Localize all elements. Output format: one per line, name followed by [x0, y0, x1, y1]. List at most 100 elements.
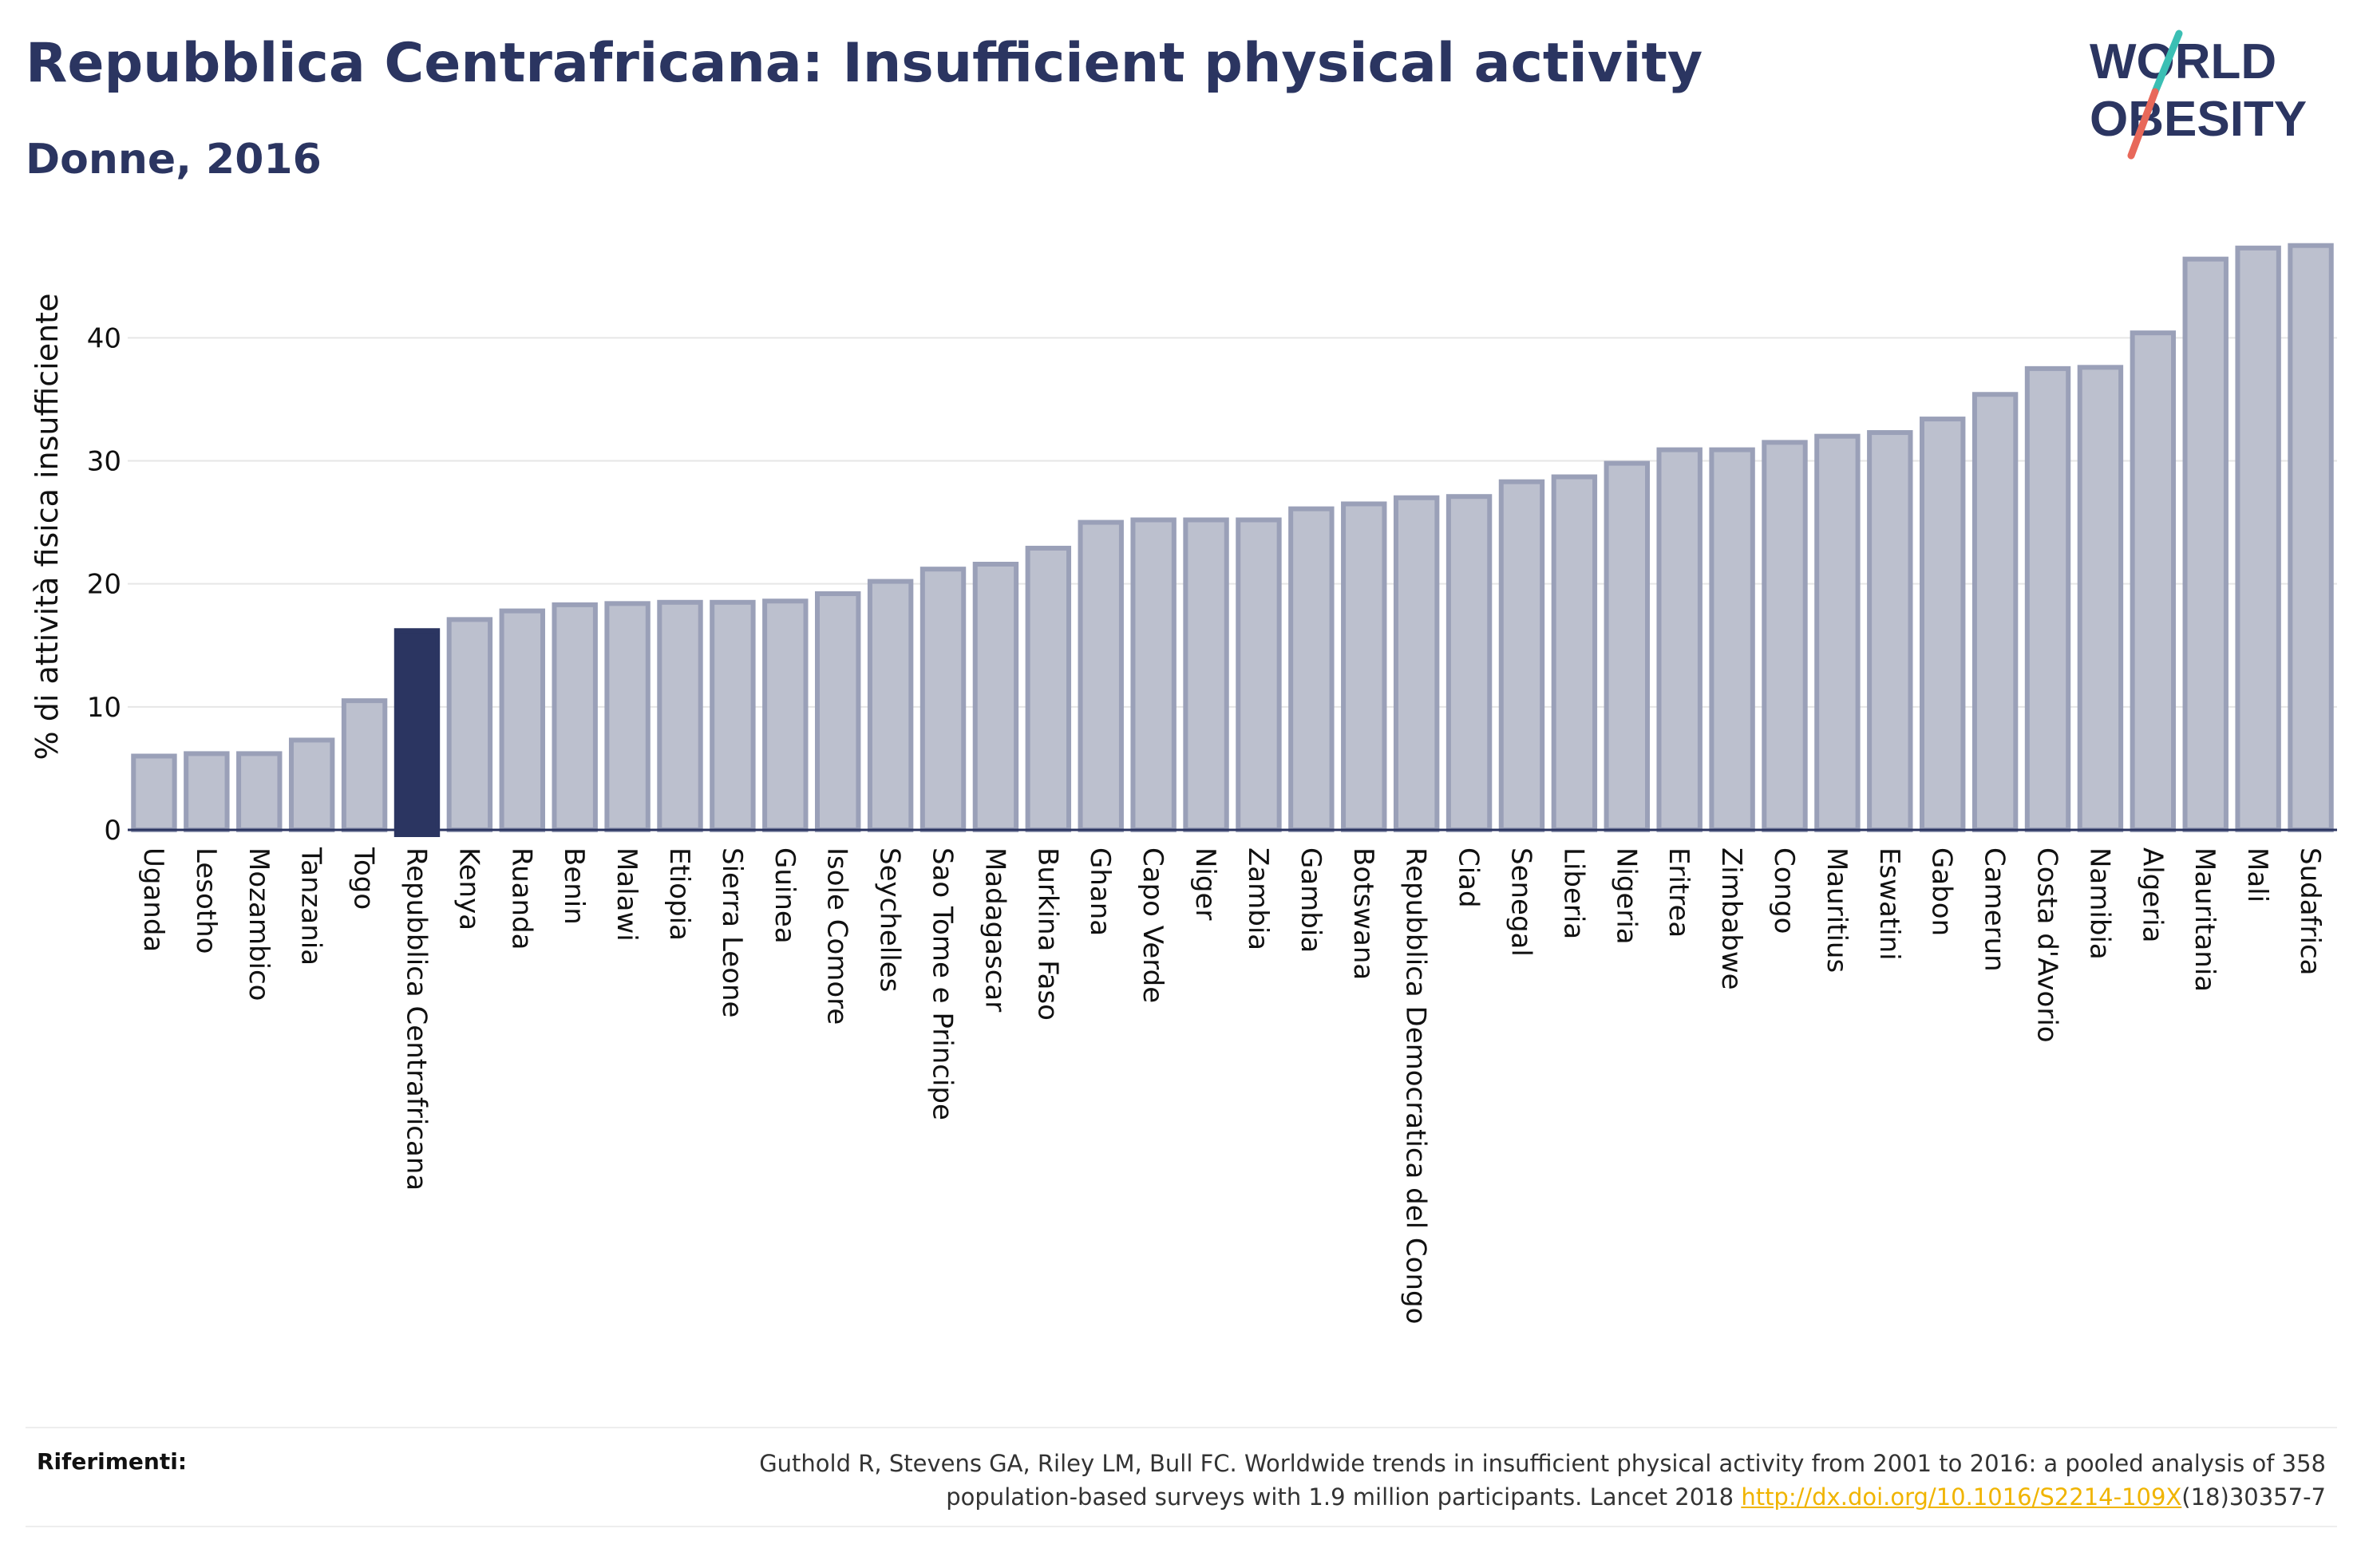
x-tick-label-37: Namibia	[2083, 847, 2115, 960]
references-doi-link[interactable]: http://dx.doi.org/10.1016/S2214-109X	[1741, 1483, 2182, 1511]
chart-title: Repubblica Centrafricana: Insufficient p…	[26, 32, 1703, 95]
x-tick-label-33: Eswatini	[1873, 847, 1905, 961]
bar-layer	[131, 243, 2334, 837]
bar-15	[919, 567, 967, 833]
bar-9	[604, 601, 651, 832]
bar-35	[1971, 392, 2019, 832]
bar-4	[341, 698, 388, 832]
logo-word-obesity: OBESITY	[2090, 92, 2307, 147]
references-line2: population-based surveys with 1.9 millio…	[490, 1480, 2326, 1514]
y-tick-label-10: 10	[87, 692, 121, 724]
bar-23	[1341, 501, 1387, 832]
y-tick-label-40: 40	[87, 322, 121, 354]
bar-5	[394, 628, 441, 837]
x-tick-label-24: Repubblica Democratica del Congo	[1400, 847, 1432, 1324]
x-tick-label-0: Uganda	[137, 847, 169, 952]
y-tick-label-20: 20	[87, 569, 121, 601]
x-tick-label-20: Niger	[1189, 847, 1221, 920]
x-tick-label-28: Nigeria	[1610, 847, 1642, 945]
x-tick-label-41: Sudafrica	[2294, 847, 2326, 975]
x-tick-label-32: Mauritius	[1821, 847, 1853, 973]
bar-31	[1762, 440, 1808, 832]
logo-slash-bottom	[2127, 88, 2159, 160]
x-tick-label-35: Camerun	[1979, 847, 2011, 972]
bar-6	[446, 617, 493, 832]
bar-38	[2130, 330, 2177, 832]
logo-word-world: WORLD	[2090, 34, 2276, 89]
x-tick-label-17: Burkina Faso	[1031, 847, 1063, 1021]
bar-33	[1867, 430, 1913, 833]
x-tick-label-13: Isole Comore	[821, 847, 853, 1025]
references-line1: Guthold R, Stevens GA, Riley LM, Bull FC…	[759, 1450, 2326, 1477]
x-tick-label-23: Botswana	[1347, 847, 1379, 980]
y-axis-title: % di attività fisica insufficiente	[30, 294, 65, 760]
logo-slash-top	[2151, 30, 2183, 96]
x-tick-label-1: Lesotho	[190, 847, 222, 954]
grid-layer	[128, 337, 2337, 708]
bar-24	[1393, 495, 1440, 832]
x-tick-label-31: Congo	[1768, 847, 1800, 934]
x-tick-label-6: Kenya	[453, 847, 484, 930]
bar-14	[867, 579, 914, 832]
x-tick-label-40: Mali	[2241, 847, 2273, 902]
bar-3	[288, 737, 335, 832]
footer-divider-bottom	[26, 1526, 2337, 1527]
bar-11	[710, 599, 756, 833]
x-tick-label-10: Etiopia	[663, 847, 695, 941]
bar-22	[1288, 506, 1335, 832]
bar-25	[1445, 494, 1493, 832]
x-tick-label-29: Eritrea	[1663, 847, 1695, 938]
bar-40	[2235, 245, 2281, 832]
x-tick-label-21: Zambia	[1242, 847, 1274, 950]
x-tick-label-19: Capo Verde	[1137, 847, 1169, 1003]
bar-12	[762, 598, 809, 832]
x-tick-label-3: Tanzania	[295, 847, 327, 966]
x-tick-label-30: Zimbabwe	[1715, 847, 1747, 990]
x-tick-label-14: Seychelles	[874, 847, 906, 992]
bar-16	[972, 562, 1019, 832]
references-line2-prefix: population-based surveys with 1.9 millio…	[946, 1483, 1742, 1511]
x-tick-label-5: Repubblica Centrafricana	[400, 847, 432, 1191]
x-tick-label-25: Ciad	[1453, 847, 1485, 908]
bar-27	[1551, 474, 1598, 833]
x-tick-label-4: Togo	[348, 847, 380, 910]
x-tick-label-12: Guinea	[769, 847, 801, 944]
bar-28	[1604, 460, 1650, 832]
x-tick-label-8: Benin	[558, 847, 590, 925]
x-tick-label-16: Madagascar	[979, 847, 1010, 1012]
bar-10	[657, 599, 703, 833]
x-tick-label-27: Liberia	[1557, 847, 1589, 939]
bar-20	[1183, 517, 1229, 832]
bar-1	[184, 751, 230, 833]
bar-36	[2024, 365, 2071, 832]
label-layer: 0 10 20 30 40 % di attività fisica insufficie…	[30, 294, 2326, 1325]
bar-18	[1078, 519, 1124, 832]
bar-17	[1025, 545, 1072, 832]
bar-21	[1236, 517, 1282, 832]
x-tick-label-39: Mauritania	[2189, 847, 2221, 992]
x-tick-label-11: Sierra Leone	[716, 847, 748, 1017]
bar-7	[499, 608, 545, 832]
bar-34	[1920, 417, 1966, 832]
x-tick-label-38: Algeria	[2136, 847, 2168, 942]
bar-30	[1709, 447, 1755, 832]
bar-32	[1814, 433, 1861, 833]
x-tick-label-15: Sao Tome e Principe	[927, 847, 959, 1120]
bar-37	[2077, 365, 2124, 833]
x-tick-label-22: Gambia	[1295, 847, 1327, 953]
footer-divider-top	[26, 1427, 2337, 1428]
x-tick-label-26: Senegal	[1505, 847, 1536, 957]
bar-2	[236, 751, 283, 833]
x-tick-label-7: Ruanda	[505, 847, 537, 950]
x-tick-label-9: Malawi	[611, 847, 643, 942]
bar-26	[1498, 479, 1545, 832]
references-line2-suffix: (18)30357-7	[2181, 1483, 2326, 1511]
bar-39	[2182, 256, 2229, 832]
x-tick-label-36: Costa d'Avorio	[2031, 847, 2063, 1043]
bar-8	[552, 602, 598, 832]
world-obesity-logo: WORLD OBESITY	[2090, 30, 2307, 160]
references-label: Riferimenti:	[37, 1448, 188, 1475]
bar-41	[2288, 243, 2334, 833]
bar-19	[1130, 517, 1177, 832]
y-tick-label-30: 30	[87, 446, 121, 478]
